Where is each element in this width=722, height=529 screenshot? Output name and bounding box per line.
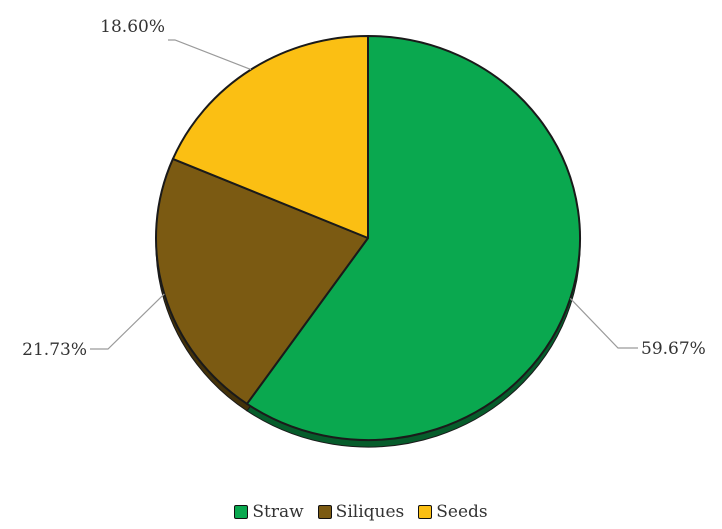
slice-label-straw: 59.67% [641,339,706,359]
legend-item-seeds: Seeds [418,502,488,522]
legend-swatch-straw [234,505,249,519]
legend-label-straw: Straw [252,502,304,522]
slice-straw [245,35,581,441]
legend-item-siliques: Siliques [317,502,405,522]
legend-label-siliques: Siliques [335,502,405,522]
slice-siliques [155,157,369,405]
leader-line-seeds [168,39,252,71]
slice-labels: 59.67% 21.73% 18.60% [22,17,706,360]
leader-line-siliques [90,293,165,350]
legend-swatch-seeds [418,505,433,519]
legend: Straw Siliques Seeds [0,502,722,522]
pie-slices [155,35,581,441]
legend-swatch-siliques [317,505,332,519]
slice-label-siliques: 21.73% [22,340,87,360]
slice-seeds [171,35,369,239]
leader-lines [90,39,638,350]
slice-label-seeds: 18.60% [100,17,165,37]
legend-item-straw: Straw [234,502,304,522]
leader-line-straw [569,298,638,349]
legend-label-seeds: Seeds [436,502,488,522]
